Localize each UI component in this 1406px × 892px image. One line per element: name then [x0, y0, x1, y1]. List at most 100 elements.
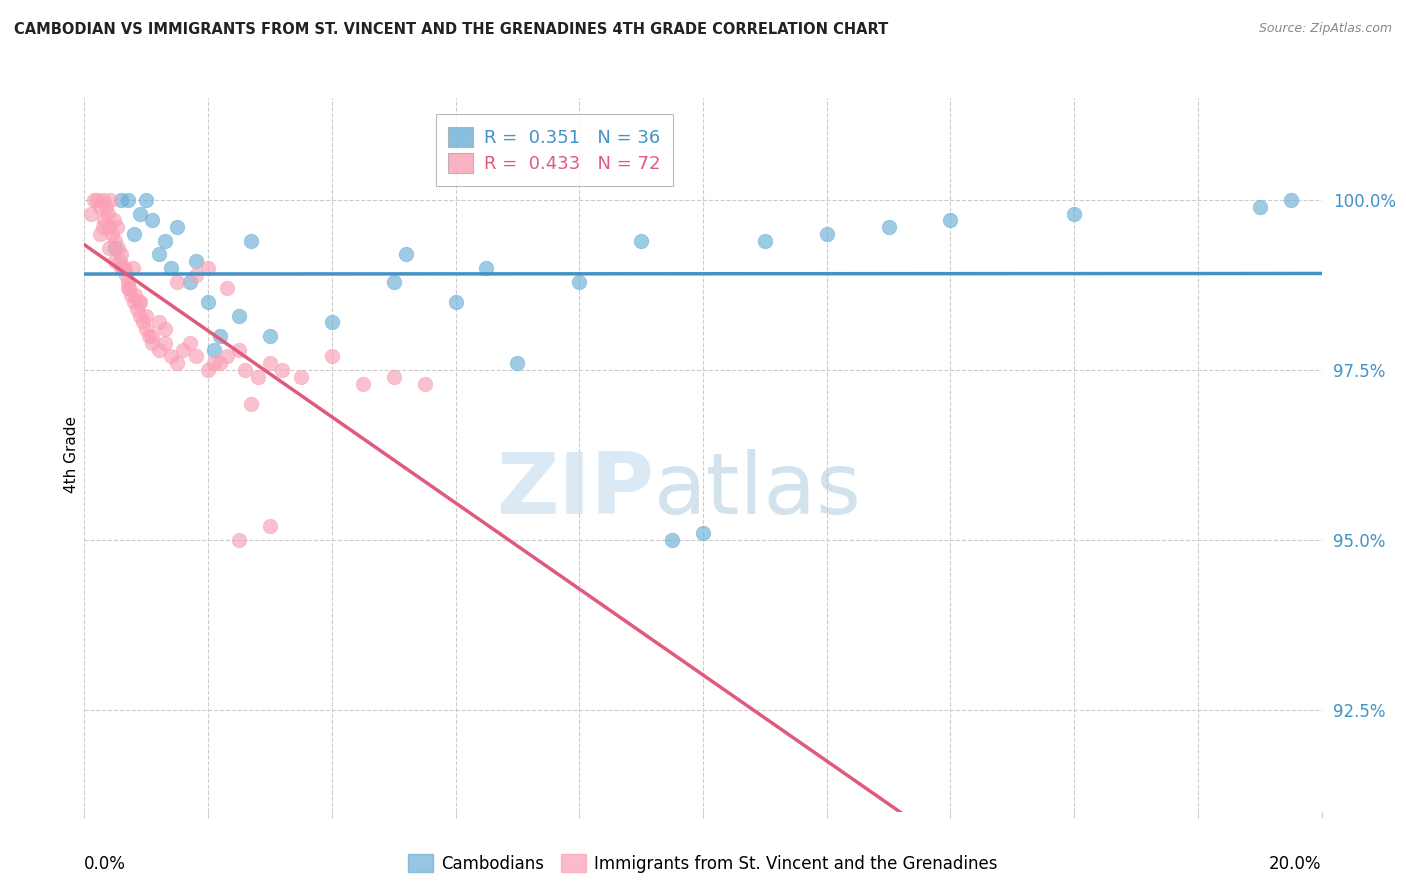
- Point: [1063, 207, 1085, 221]
- Point: [98, 193, 121, 207]
- Point: [259, 519, 281, 533]
- Point: [197, 363, 219, 377]
- Point: [141, 213, 163, 227]
- Point: [120, 288, 142, 302]
- Point: [184, 350, 207, 364]
- Point: [382, 369, 405, 384]
- Point: [215, 281, 238, 295]
- Point: [166, 275, 188, 289]
- Point: [118, 281, 141, 295]
- Point: [172, 343, 194, 357]
- Text: atlas: atlas: [654, 449, 862, 533]
- Point: [117, 281, 139, 295]
- Text: ZIP: ZIP: [496, 449, 654, 533]
- Point: [228, 309, 250, 323]
- Point: [184, 268, 207, 282]
- Point: [939, 213, 962, 227]
- Point: [290, 369, 312, 384]
- Point: [138, 329, 160, 343]
- Point: [1249, 200, 1271, 214]
- Point: [128, 295, 150, 310]
- Point: [209, 356, 232, 370]
- Point: [153, 234, 176, 248]
- Point: [132, 315, 155, 329]
- Point: [107, 241, 129, 255]
- Point: [321, 350, 343, 364]
- Point: [110, 247, 132, 261]
- Point: [215, 350, 238, 364]
- Point: [129, 309, 152, 323]
- Point: [91, 193, 114, 207]
- Point: [395, 247, 418, 261]
- Point: [692, 526, 714, 541]
- Point: [202, 343, 225, 357]
- Point: [148, 343, 170, 357]
- Point: [141, 335, 163, 350]
- Point: [129, 207, 152, 221]
- Point: [197, 260, 219, 275]
- Point: [240, 397, 263, 411]
- Point: [271, 363, 294, 377]
- Point: [94, 200, 117, 214]
- Point: [104, 254, 127, 268]
- Point: [877, 220, 900, 235]
- Point: [202, 356, 225, 370]
- Point: [97, 207, 120, 221]
- Point: [86, 193, 108, 207]
- Point: [233, 363, 256, 377]
- Point: [135, 193, 157, 207]
- Point: [79, 207, 101, 221]
- Point: [321, 315, 343, 329]
- Point: [105, 220, 128, 235]
- Point: [125, 301, 148, 316]
- Point: [240, 234, 263, 248]
- Legend: R =  0.351   N = 36, R =  0.433   N = 72: R = 0.351 N = 36, R = 0.433 N = 72: [436, 114, 673, 186]
- Point: [153, 322, 176, 336]
- Point: [122, 227, 145, 241]
- Point: [246, 369, 269, 384]
- Point: [135, 322, 157, 336]
- Point: [160, 260, 183, 275]
- Point: [141, 329, 163, 343]
- Point: [101, 227, 124, 241]
- Y-axis label: 4th Grade: 4th Grade: [63, 417, 79, 493]
- Point: [103, 213, 125, 227]
- Point: [352, 376, 374, 391]
- Point: [1279, 193, 1302, 207]
- Point: [209, 329, 232, 343]
- Point: [124, 288, 146, 302]
- Point: [104, 241, 127, 255]
- Point: [110, 193, 132, 207]
- Point: [444, 295, 467, 310]
- Point: [121, 260, 143, 275]
- Point: [148, 315, 170, 329]
- Point: [115, 268, 138, 282]
- Point: [104, 234, 127, 248]
- Point: [110, 260, 132, 275]
- Legend: Cambodians, Immigrants from St. Vincent and the Grenadines: Cambodians, Immigrants from St. Vincent …: [402, 847, 1004, 880]
- Point: [630, 234, 652, 248]
- Point: [148, 247, 170, 261]
- Point: [166, 220, 188, 235]
- Point: [166, 356, 188, 370]
- Point: [135, 309, 157, 323]
- Text: CAMBODIAN VS IMMIGRANTS FROM ST. VINCENT AND THE GRENADINES 4TH GRADE CORRELATIO: CAMBODIAN VS IMMIGRANTS FROM ST. VINCENT…: [14, 22, 889, 37]
- Point: [114, 260, 136, 275]
- Point: [197, 295, 219, 310]
- Point: [815, 227, 838, 241]
- Text: Source: ZipAtlas.com: Source: ZipAtlas.com: [1258, 22, 1392, 36]
- Point: [129, 295, 152, 310]
- Point: [661, 533, 683, 547]
- Point: [122, 295, 145, 310]
- Point: [568, 275, 591, 289]
- Point: [91, 220, 114, 235]
- Point: [506, 356, 529, 370]
- Point: [179, 335, 201, 350]
- Point: [382, 275, 405, 289]
- Point: [259, 329, 281, 343]
- Point: [98, 241, 121, 255]
- Point: [179, 275, 201, 289]
- Point: [110, 254, 132, 268]
- Point: [153, 335, 176, 350]
- Point: [89, 227, 111, 241]
